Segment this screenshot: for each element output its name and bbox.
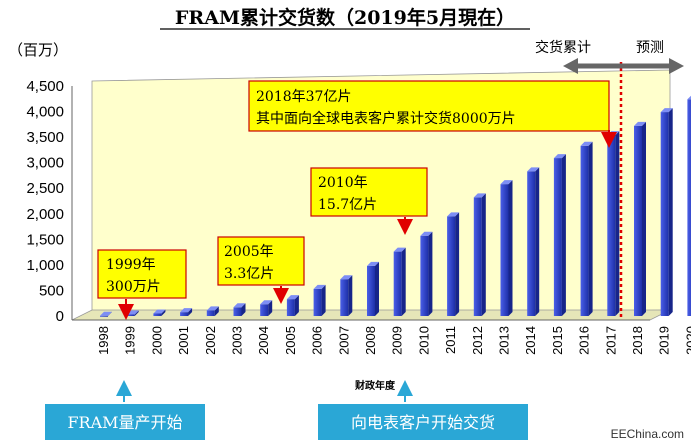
callout-2018-line2: 其中面向全球电表客户累计交货8000万片 bbox=[256, 110, 516, 127]
x-tick-label: 2002 bbox=[203, 326, 218, 355]
meter-delivery-text: 向电表客户开始交货 bbox=[351, 413, 495, 432]
x-tick-label: 2017 bbox=[603, 326, 618, 355]
x-tick-label: 2001 bbox=[176, 326, 191, 355]
y-tick-label: 1,500 bbox=[26, 231, 64, 248]
y-tick-label: 0 bbox=[56, 308, 64, 325]
bar bbox=[180, 308, 193, 316]
watermark: EEChina.com bbox=[611, 427, 684, 441]
bar bbox=[233, 303, 246, 316]
x-tick-label: 2003 bbox=[230, 326, 245, 355]
bar bbox=[580, 141, 593, 316]
bar bbox=[100, 311, 112, 317]
meter-delivery-box: 向电表客户开始交货 bbox=[318, 404, 528, 440]
x-tick-label: 2008 bbox=[363, 326, 378, 355]
bar bbox=[393, 247, 406, 316]
x-tick-label: 2014 bbox=[523, 326, 538, 355]
x-axis-label: 财政年度 bbox=[354, 379, 396, 392]
x-tick-label: 2020 bbox=[683, 326, 691, 355]
y-tick-label: 3,000 bbox=[26, 155, 64, 172]
callout-1999-line2: 300万片 bbox=[106, 279, 161, 295]
x-tick-label: 2009 bbox=[390, 326, 405, 355]
callout-1999: 1999年 300万片 bbox=[97, 249, 187, 299]
bar bbox=[500, 180, 513, 316]
x-axis-ticks: 1998 1999 2000 2001 2002 2003 2004 2005 2006 2007… bbox=[96, 326, 691, 355]
bar bbox=[420, 231, 433, 316]
y-axis-unit: （百万） bbox=[8, 41, 68, 59]
x-tick-label: 2005 bbox=[283, 326, 298, 355]
callout-1999-line1: 1999年 bbox=[106, 257, 156, 273]
bar bbox=[153, 309, 166, 316]
x-tick-label: 1999 bbox=[123, 326, 138, 355]
x-tick-label: 2006 bbox=[310, 326, 325, 355]
bar bbox=[527, 167, 540, 316]
callout-2010-line2: 15.7亿片 bbox=[318, 197, 377, 213]
chart-title: FRAM累计交货数（2019年5月現在） bbox=[175, 6, 515, 29]
bar bbox=[553, 154, 566, 316]
callout-2005-line1: 2005年 bbox=[224, 244, 274, 260]
callout-2010: 2010年 15.7亿片 bbox=[310, 167, 428, 217]
callout-2018-line1: 2018年37亿片 bbox=[256, 89, 351, 105]
bar bbox=[260, 300, 273, 316]
bar bbox=[660, 108, 673, 316]
actual-region-label: 交货累计 bbox=[535, 39, 591, 56]
callout-2005: 2005年 3.3亿片 bbox=[217, 236, 305, 286]
y-tick-label: 1,000 bbox=[26, 257, 64, 274]
bar bbox=[447, 212, 460, 316]
bar bbox=[607, 131, 620, 316]
y-tick-label: 4,000 bbox=[26, 104, 64, 121]
bar bbox=[313, 284, 326, 316]
x-tick-label: 2016 bbox=[577, 326, 592, 355]
mass-production-text: FRAM量产开始 bbox=[67, 413, 182, 432]
x-tick-label: 2007 bbox=[336, 326, 351, 355]
y-tick-label: 3,500 bbox=[26, 129, 64, 146]
bar bbox=[473, 193, 486, 316]
y-tick-label: 4,500 bbox=[26, 78, 64, 95]
bar bbox=[687, 95, 691, 317]
x-tick-label: 2018 bbox=[630, 326, 645, 355]
bar bbox=[634, 121, 646, 316]
region-arrow bbox=[563, 58, 684, 74]
y-tick-label: 500 bbox=[39, 282, 64, 299]
callout-2010-line1: 2010年 bbox=[318, 175, 368, 191]
bar bbox=[286, 295, 299, 316]
bar bbox=[340, 275, 353, 316]
x-tick-label: 2019 bbox=[657, 326, 672, 355]
x-tick-label: 1998 bbox=[96, 326, 111, 355]
x-tick-label: 2012 bbox=[470, 326, 485, 355]
x-tick-label: 2015 bbox=[550, 326, 565, 355]
x-tick-label: 2000 bbox=[149, 326, 164, 355]
y-axis-ticks: 0 500 1,000 1,500 2,000 2,500 3,000 3,500 4,000 4… bbox=[26, 78, 64, 325]
forecast-region-label: 预测 bbox=[636, 40, 664, 56]
mass-production-box: FRAM量产开始 bbox=[45, 404, 205, 440]
bar bbox=[367, 261, 379, 316]
callout-2005-line2: 3.3亿片 bbox=[224, 266, 274, 282]
bar bbox=[206, 306, 219, 316]
x-tick-label: 2013 bbox=[497, 326, 512, 355]
callout-2018: 2018年37亿片 其中面向全球电表客户累计交货8000万片 bbox=[248, 80, 610, 132]
x-tick-label: 2011 bbox=[443, 326, 458, 354]
y-tick-label: 2,500 bbox=[26, 180, 64, 197]
x-tick-label: 2010 bbox=[416, 326, 431, 355]
y-tick-label: 2,000 bbox=[26, 206, 64, 223]
x-tick-label: 2004 bbox=[256, 326, 271, 355]
